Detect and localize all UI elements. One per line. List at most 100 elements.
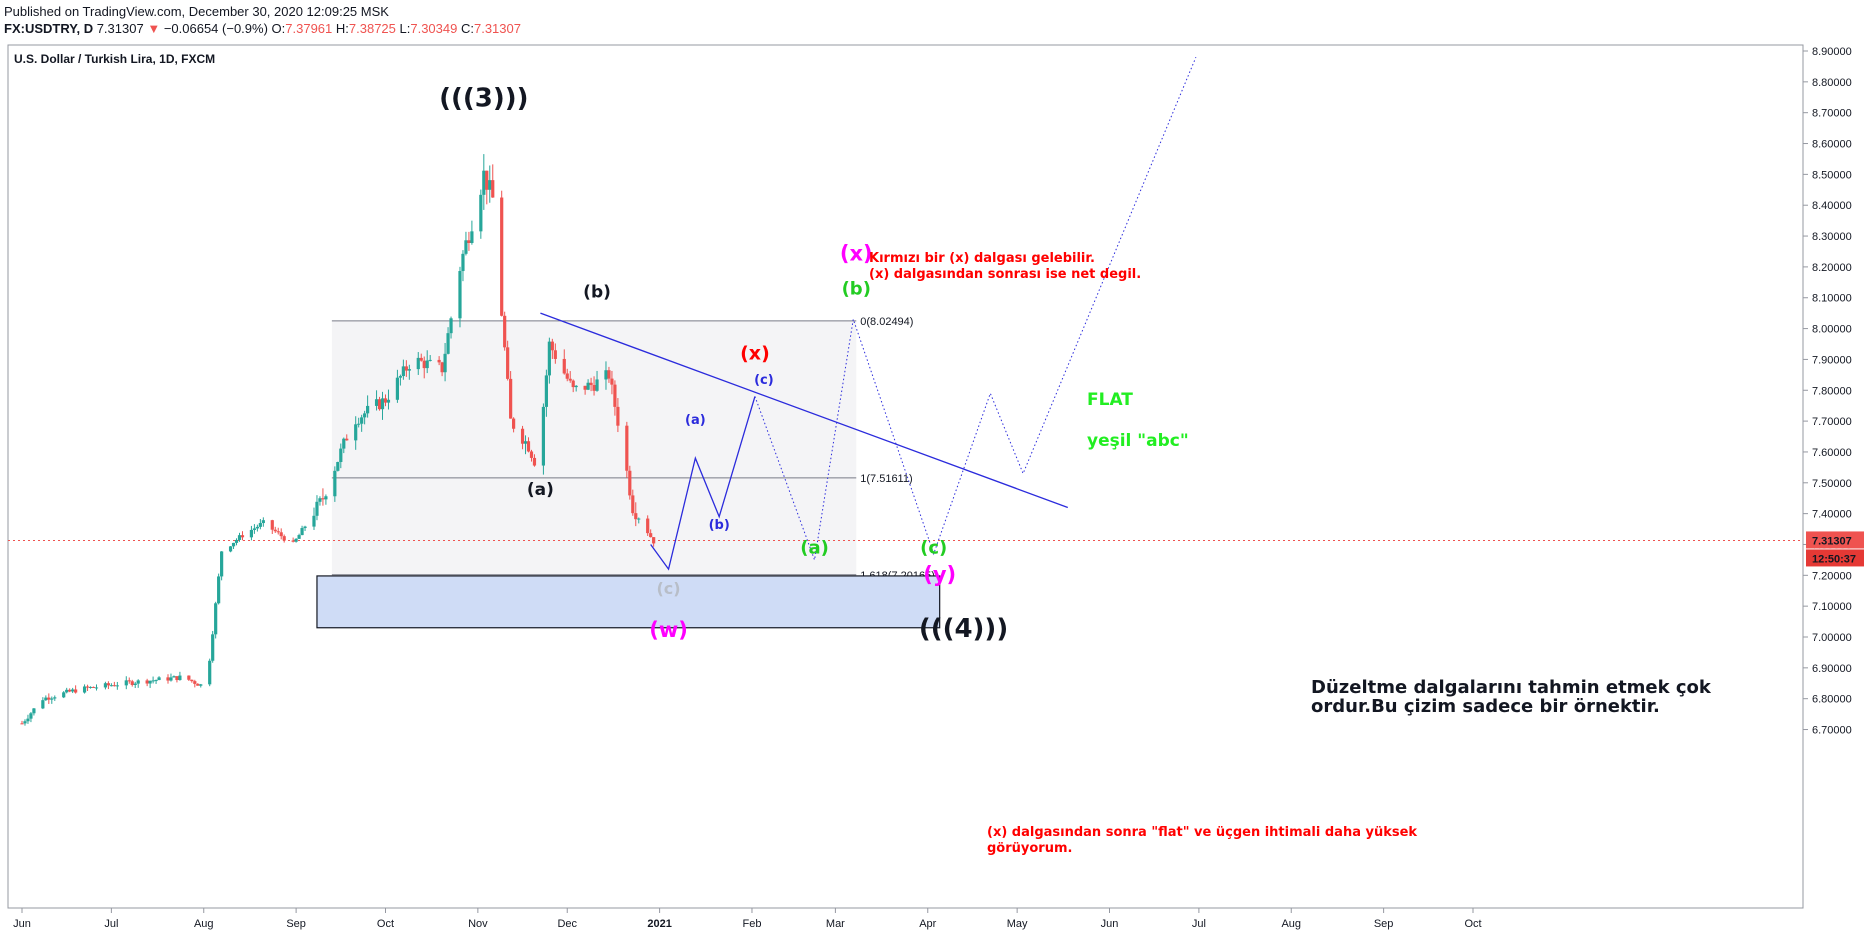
wave-label: (a)	[685, 413, 706, 428]
candle-body	[407, 369, 411, 371]
candle-body	[383, 398, 388, 403]
candle-body	[523, 441, 528, 444]
candle-body	[133, 683, 137, 685]
candle-body	[446, 333, 450, 354]
x-tick-label: Feb	[742, 918, 761, 930]
candle-body	[62, 692, 66, 698]
candle-body	[154, 680, 158, 682]
candle-body	[115, 685, 119, 687]
candle-body	[357, 423, 361, 425]
y-tick-label: 8.10000	[1812, 293, 1852, 305]
candle-body	[71, 689, 75, 692]
y-tick-label: 7.80000	[1812, 385, 1852, 397]
y-tick-label: 7.10000	[1812, 601, 1852, 613]
candle-body	[196, 683, 200, 686]
candle-body	[88, 686, 93, 688]
candle-body	[625, 425, 629, 471]
candle-body	[68, 689, 72, 692]
x-tick-label: Sep	[286, 918, 306, 930]
candle-body	[217, 576, 221, 604]
candle-body	[550, 341, 554, 351]
wave-label: (a)	[527, 480, 554, 500]
y-tick-label: 6.80000	[1812, 694, 1852, 706]
candle-body	[249, 529, 254, 538]
wave-label: (((4)))	[919, 614, 1008, 644]
symbol-label[interactable]: FX:USDTRY, D	[4, 21, 94, 36]
candle-body	[583, 385, 587, 390]
candle-body	[532, 457, 537, 466]
disclaimer-line2: ordur.Bu çizim sadece bir örnektir.	[1311, 696, 1660, 717]
candle-body	[562, 358, 566, 374]
candles	[20, 154, 656, 726]
candle-body	[467, 240, 471, 243]
y-tick-label: 8.80000	[1812, 77, 1852, 89]
high-label: H:	[335, 21, 349, 36]
countdown-label: 12:50:37	[1812, 553, 1856, 565]
candle-body	[440, 362, 444, 373]
candle-body	[422, 360, 426, 369]
wave-label: (b)	[583, 283, 611, 303]
candle-body	[395, 377, 400, 400]
y-tick-label: 8.60000	[1812, 139, 1852, 151]
candle-body	[464, 240, 468, 254]
trend-line	[540, 312, 1069, 509]
candle-body	[449, 318, 453, 334]
candle-body	[386, 399, 391, 403]
candle-body	[20, 723, 24, 725]
candle-body	[354, 424, 358, 441]
close-value: 7.31307	[473, 21, 521, 36]
candle-body	[190, 679, 194, 682]
candle-body	[360, 417, 364, 424]
x-tick-label: Oct	[377, 918, 394, 930]
bottom-note-line1: (x) dalgasından sonra "flat" ve üçgen ih…	[987, 825, 1418, 840]
candle-body	[461, 253, 465, 272]
x-tick-label: Sep	[1374, 918, 1394, 930]
target-box	[316, 575, 941, 629]
fib-level-label: 1(7.51611)	[860, 473, 912, 485]
candle-body	[136, 680, 140, 684]
y-tick-label: 8.30000	[1812, 231, 1852, 243]
candle-body	[470, 231, 474, 243]
candle-body	[374, 399, 379, 406]
candle-body	[297, 535, 301, 539]
candle-body	[258, 523, 262, 527]
wave-label: (b)	[842, 279, 871, 300]
candle-body	[240, 535, 245, 538]
wave-label: (a)	[800, 538, 829, 559]
candle-body	[172, 676, 176, 678]
candle-body	[377, 399, 382, 410]
candle-body	[541, 406, 546, 466]
candle-body	[252, 528, 256, 530]
flat-label: FLAT	[1087, 390, 1133, 410]
last-price: 7.31307	[96, 21, 144, 36]
candle-body	[74, 689, 78, 693]
candle-body	[255, 526, 259, 529]
red-note-line2: (x) dalgasından sonrası ise net degil.	[869, 267, 1142, 282]
candle-body	[479, 194, 483, 232]
candle-body	[363, 413, 367, 418]
candle-body	[419, 357, 423, 361]
candle-body	[148, 680, 152, 684]
x-tick-label: May	[1007, 918, 1028, 930]
candle-body	[509, 378, 513, 419]
change-value: −0.06654 (−0.9%)	[163, 21, 268, 36]
candle-body	[342, 438, 346, 449]
candle-body	[270, 520, 274, 530]
candle-body	[234, 539, 239, 543]
candle-body	[199, 684, 203, 686]
candle-body	[127, 680, 131, 682]
x-tick-label: Oct	[1464, 918, 1481, 930]
candle-body	[610, 378, 614, 385]
candle-body	[103, 683, 108, 688]
wave-label: (w)	[649, 618, 688, 642]
candle-body	[628, 470, 632, 496]
candle-body	[333, 470, 337, 497]
candle-body	[145, 680, 149, 684]
candle-body	[53, 697, 57, 699]
candle-body	[443, 353, 447, 373]
candle-body	[398, 376, 402, 378]
x-tick-label: Jun	[13, 918, 31, 930]
x-tick-label: Nov	[468, 918, 488, 930]
candle-body	[529, 451, 534, 458]
